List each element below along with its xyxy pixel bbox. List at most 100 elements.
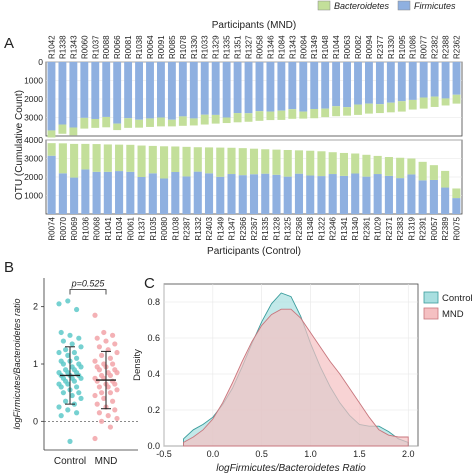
panel-b-point-mnd [107,355,113,361]
panel-a-control-bar-bacteroidetes [351,153,360,174]
panel-b-point-mnd [99,390,105,396]
legend-c-label-mnd: MND [442,309,464,320]
panel-a-control-xtick: R0074 [48,216,57,240]
panel-b-ylabel: logFirmicutes/Bacteroidetes ratio [12,298,22,429]
panel-a-control-bar-firmicutes [351,173,360,214]
panel-a-control-bar-bacteroidetes [103,144,112,172]
panel-a-mnd-bar-bacteroidetes [211,114,220,124]
panel-a-control-xtick: R0057 [430,216,439,240]
panel-c-xtick: 0.0 [207,449,220,459]
panel-a-control-bar-firmicutes [92,171,101,214]
panel-b-chart: 0 1 2 logFirmicutes/Bacteroidetes ratio Cont… [12,278,138,467]
panel-a-control-bar-firmicutes [137,177,146,214]
panel-a-mnd-bar-firmicutes [178,62,187,117]
panel-b-point-mnd [112,407,118,413]
panel-a-control-bar-bacteroidetes [339,152,348,176]
panel-b-point-control [76,335,82,341]
panel-a-control-bar-bacteroidetes [306,150,315,176]
panel-a-control-bar-firmicutes [328,174,337,214]
panel-c-ytick: 0.4 [147,369,160,379]
panel-a-control-bar-bacteroidetes [261,149,270,174]
panel-b-point-mnd [103,338,109,344]
panel-c-xlabel: logFirmicutes/Bacteroidetes Ratio [216,463,366,474]
panel-a-control-bar-firmicutes [216,176,225,214]
panel-a-mnd-xtick: R1084 [277,35,286,59]
panel-a-mnd-bar-bacteroidetes [288,109,297,119]
panel-a-control-xtick: R1034 [115,216,124,240]
panel-b-point-control [78,364,84,370]
panel-c-xtick: 1.5 [353,449,366,459]
panel-a-mnd-bar-firmicutes [222,62,231,118]
panel-a-control-bar-firmicutes [126,171,135,214]
panel-b-point-mnd [110,332,116,338]
panel-a-mnd-ytick: 1000 [24,76,43,86]
panel-a-control-xtick: R1335 [261,216,270,240]
panel-a-control-bar-bacteroidetes [283,149,292,177]
panel-a-mnd-bar-bacteroidetes [343,107,351,116]
panel-a-mnd-xtick: R1037 [91,35,100,59]
panel-b-point-mnd [112,341,118,347]
panel-b-point-control [60,338,66,344]
panel-a-mnd-bar-bacteroidetes [80,117,89,129]
panel-b-point-control [63,347,69,353]
panel-a-mnd-xtick: R1351 [234,35,243,59]
panel-a-control-xtick: R0070 [59,216,68,240]
panel-a-control-xtick: R2391 [419,216,428,240]
panel-a-mnd-xtick: R0066 [113,35,122,59]
panel-a-control-xtick: R1341 [340,216,349,240]
panel-a-control-xtick: R1319 [407,216,416,240]
panel-a-control-bar-bacteroidetes [70,143,79,178]
panel-b-point-control [58,413,64,419]
panel-b-point-mnd [99,352,105,358]
panel-b-point-mnd [92,392,98,399]
panel-a-mnd-bar-bacteroidetes [124,118,133,128]
panel-a-mnd-bar-bacteroidetes [354,104,362,115]
panel-a-mnd-bar-firmicutes [277,62,286,111]
panel-b-point-control [58,384,64,390]
panel-c-ylabel: Density [132,349,143,381]
panel-a-mnd-bar-firmicutes [430,62,439,97]
panel-b-point-mnd [96,410,102,416]
panel-b-point-mnd [101,395,107,401]
panel-a-control-bar-bacteroidetes [126,144,135,172]
panel-a-mnd-xtick: R1327 [245,35,254,59]
panel-a-control-bar-firmicutes [204,173,214,214]
panel-a-control-xtick: R0080 [160,216,169,240]
panel-a-control-bar-firmicutes [148,173,157,214]
panel-b-point-mnd [107,390,113,396]
panel-a-control-xtick: R1337 [138,216,147,240]
legend-a: Bacteroidetes Firmicutes [317,0,456,11]
panel-b-point-mnd [94,335,100,341]
panel-a-mnd-bar-firmicutes [58,62,67,125]
panel-b-point-control [74,355,80,361]
panel-b-point-mnd [114,387,120,393]
panel-a-mnd-bar-firmicutes [452,62,461,95]
panel-a-mnd-bar-firmicutes [211,62,220,115]
panel-b-point-control [74,306,80,313]
panel-a-control-xtick: R2346 [329,216,338,240]
panel-a-mnd-bar-bacteroidetes [233,113,242,123]
panel-a-control-bar-bacteroidetes [171,146,180,173]
legend-c: Control MND [423,291,473,320]
panel-a-control-bar-bacteroidetes [47,143,56,156]
panel-a-mnd-xtick: R1335 [223,35,232,59]
panel-a-control-xtick: R1332 [194,216,203,240]
panel-a-control-bar-bacteroidetes [452,188,461,199]
panel-a-control-bar-bacteroidetes [418,161,427,181]
panel-a-control-ytick: 4000 [24,135,43,145]
panel-a-control-xtick: R1325 [284,216,293,240]
panel-b-point-control [67,332,73,338]
panel-a-mnd-xtick: R1346 [266,35,275,59]
panel-a-mnd-xtick: R0088 [102,35,111,59]
panel-a-mnd-bar-bacteroidetes [397,101,406,112]
panel-a-control-bar-bacteroidetes [407,158,416,175]
panel-a-mnd-bar-firmicutes [102,62,111,117]
panel-b-point-mnd [114,370,120,376]
panel-b-point-mnd [110,361,116,367]
panel-b-point-control [76,390,82,396]
panel-a-mnd-bar-firmicutes [80,62,89,118]
panel-a-mnd-bar-firmicutes [288,62,297,110]
panel-a-mnd-bar-firmicutes [124,62,133,119]
